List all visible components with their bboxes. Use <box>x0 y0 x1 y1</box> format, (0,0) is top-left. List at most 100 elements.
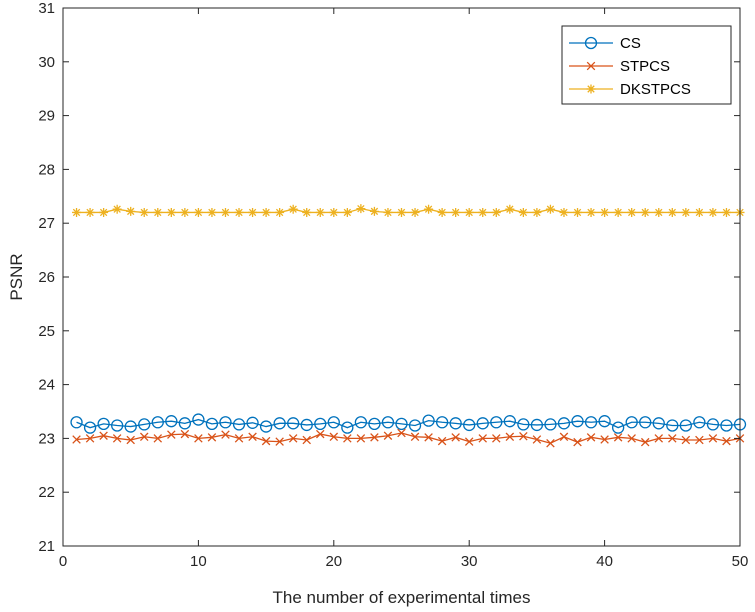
data-point-cs <box>517 418 530 431</box>
data-point-dkstpcs <box>559 207 569 217</box>
data-point-dkstpcs <box>261 207 271 217</box>
data-point-cs <box>598 415 611 428</box>
data-point-cs <box>70 416 83 429</box>
data-point-stpcs <box>478 434 487 443</box>
data-point-stpcs <box>600 435 609 444</box>
data-point-stpcs <box>316 429 325 439</box>
x-axis-ticks: 0 10 20 30 40 50 <box>59 8 748 570</box>
data-point-stpcs <box>668 434 677 443</box>
data-point-cs <box>490 416 503 429</box>
data-point-dkstpcs <box>180 207 190 217</box>
data-point-cs <box>259 420 273 433</box>
data-point-stpcs <box>464 437 474 446</box>
data-point-dkstpcs <box>478 207 488 217</box>
data-point-dkstpcs <box>329 207 339 217</box>
data-point-stpcs <box>559 432 569 442</box>
data-point-cs <box>287 417 300 430</box>
data-point-cs <box>232 418 246 431</box>
y-tick-label: 27 <box>38 215 55 232</box>
data-point-dkstpcs <box>505 204 515 214</box>
legend: CS STPCS DKSTPCS <box>561 25 732 105</box>
data-point-dkstpcs <box>207 207 217 217</box>
data-point-dkstpcs <box>193 207 203 217</box>
data-point-stpcs <box>451 433 460 442</box>
data-point-cs <box>178 417 192 430</box>
data-point-stpcs <box>356 434 366 443</box>
data-point-cs <box>530 418 544 432</box>
data-point-dkstpcs <box>234 207 244 217</box>
data-point-stpcs <box>383 431 393 440</box>
data-point-dkstpcs <box>85 207 95 217</box>
data-point-dkstpcs <box>437 207 447 217</box>
data-point-cs <box>219 416 232 429</box>
data-point-stpcs <box>234 434 244 443</box>
data-point-dkstpcs <box>667 207 677 217</box>
data-point-stpcs <box>126 435 135 445</box>
data-point-cs <box>571 415 584 428</box>
data-point-cs <box>192 413 205 426</box>
data-point-dkstpcs <box>613 207 623 217</box>
y-tick-label: 21 <box>38 538 55 555</box>
data-point-cs <box>706 418 720 431</box>
data-point-cs <box>449 417 462 430</box>
data-point-cs <box>625 416 638 429</box>
data-point-stpcs <box>139 432 149 442</box>
data-point-dkstpcs <box>220 207 230 217</box>
x-tick-label: 10 <box>190 553 207 570</box>
data-point-cs <box>314 417 327 431</box>
data-point-dkstpcs <box>586 207 596 217</box>
data-point-dkstpcs <box>356 204 366 214</box>
data-point-stpcs <box>343 434 352 443</box>
data-point-cs <box>422 414 435 427</box>
data-point-cs <box>611 421 625 434</box>
y-tick-label: 30 <box>38 54 55 71</box>
legend-label-stpcs: STPCS <box>620 58 670 75</box>
legend-label-dkstpcs: DKSTPCS <box>620 81 691 98</box>
x-tick-label: 30 <box>461 553 478 570</box>
data-point-stpcs <box>424 433 433 442</box>
data-point-cs <box>503 415 516 428</box>
y-tick-label: 22 <box>38 484 55 501</box>
data-point-dkstpcs <box>451 207 461 217</box>
data-point-stpcs <box>640 437 650 447</box>
data-point-dkstpcs <box>410 207 420 217</box>
data-point-stpcs <box>85 434 95 443</box>
data-point-stpcs <box>519 431 528 441</box>
data-point-dkstpcs <box>72 207 82 217</box>
y-axis-label: PSNR <box>7 253 26 300</box>
data-point-stpcs <box>180 429 190 439</box>
data-point-cs <box>111 419 124 432</box>
data-point-dkstpcs <box>275 207 285 217</box>
data-point-dkstpcs <box>545 204 555 214</box>
data-point-cs <box>652 417 665 430</box>
data-point-cs <box>408 419 422 432</box>
data-point-stpcs <box>654 434 664 443</box>
data-point-dkstpcs <box>491 207 501 217</box>
data-point-cs <box>354 416 368 429</box>
data-point-stpcs <box>167 430 176 439</box>
data-point-dkstpcs <box>518 207 528 217</box>
data-point-dkstpcs <box>708 207 718 217</box>
data-point-dkstpcs <box>573 207 583 217</box>
data-point-cs <box>124 420 137 433</box>
data-point-dkstpcs <box>681 207 691 217</box>
data-point-stpcs <box>586 433 596 442</box>
data-point-stpcs <box>221 430 230 439</box>
x-tick-label: 40 <box>596 553 613 570</box>
data-point-dkstpcs <box>112 204 122 214</box>
data-point-cs <box>639 416 652 429</box>
data-point-dkstpcs <box>166 207 176 217</box>
data-point-dkstpcs <box>99 207 109 217</box>
data-point-dkstpcs <box>627 207 637 217</box>
legend-label-cs: CS <box>620 35 641 52</box>
data-point-cs <box>435 416 449 429</box>
data-point-dkstpcs <box>315 207 325 217</box>
data-point-stpcs <box>681 435 691 445</box>
data-point-cs <box>463 418 476 432</box>
data-point-stpcs <box>207 433 217 442</box>
data-point-dkstpcs <box>694 207 704 217</box>
data-point-stpcs <box>99 431 108 440</box>
data-point-cs <box>341 421 354 434</box>
data-point-stpcs <box>546 438 555 448</box>
